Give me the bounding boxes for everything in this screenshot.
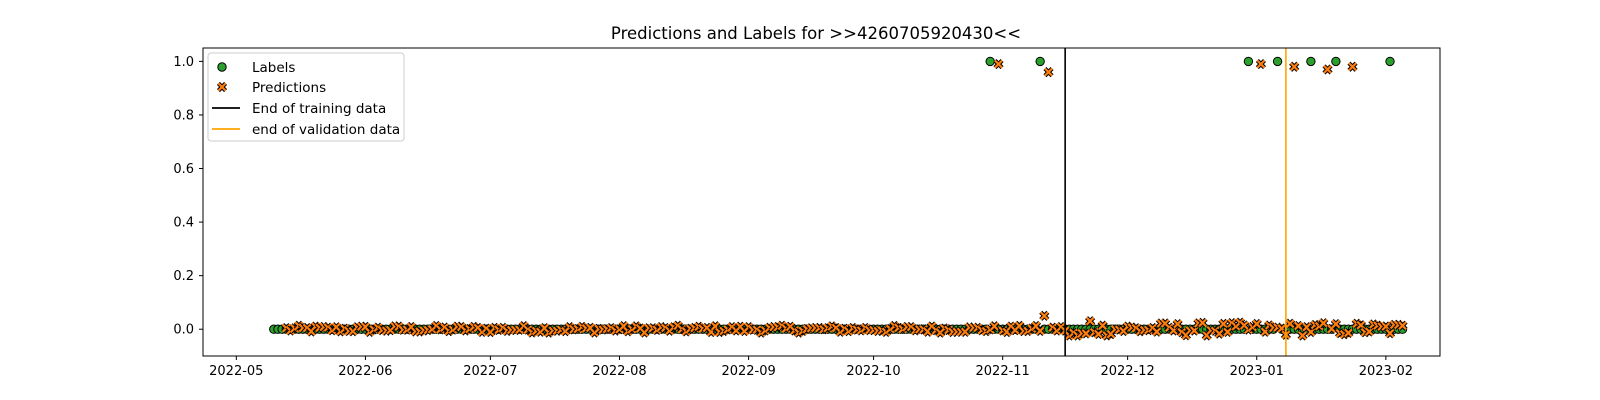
prediction-point <box>1305 326 1316 338</box>
legend-entry: end of validation data <box>212 122 400 138</box>
prediction-point <box>1330 318 1341 330</box>
label-point <box>1243 56 1254 67</box>
prediction-point <box>1284 318 1296 329</box>
prediction-point <box>1343 327 1354 338</box>
legend-label: Predictions <box>252 80 326 96</box>
y-tick-label: 0.8 <box>173 108 194 123</box>
legend: Labels Predictions End of training data end… <box>207 52 405 142</box>
prediction-point <box>1043 67 1054 78</box>
x-tick-label: 2023-02 <box>1359 364 1413 379</box>
legend-label: end of validation data <box>252 122 400 138</box>
y-tick-label: 0.4 <box>173 216 194 231</box>
prediction-point <box>1322 64 1333 75</box>
prediction-point <box>1289 61 1300 72</box>
prediction-point <box>1214 328 1225 339</box>
prediction-point <box>1197 317 1208 328</box>
prediction-point <box>1297 330 1308 341</box>
legend-label: End of training data <box>252 101 386 117</box>
label-point <box>985 56 995 67</box>
prediction-point <box>1093 329 1104 340</box>
label-point <box>1331 56 1341 67</box>
legend-swatch-predictions <box>216 81 228 93</box>
prediction-point <box>1251 318 1262 330</box>
prediction-point <box>993 58 1004 70</box>
legend-entry: Predictions <box>216 80 326 96</box>
y-axis: 0.0 0.2 0.4 0.6 0.8 1.0 <box>173 55 203 338</box>
marks-layer <box>269 56 1408 341</box>
prediction-point <box>1364 326 1375 337</box>
x-tick-label: 2023-01 <box>1230 364 1284 379</box>
y-tick-label: 0.2 <box>173 269 194 284</box>
x-tick-label: 2022-09 <box>721 364 775 379</box>
prediction-point <box>1384 328 1396 339</box>
prediction-point <box>1189 325 1200 336</box>
x-tick-label: 2022-07 <box>463 364 517 379</box>
y-tick-label: 0.0 <box>173 323 194 338</box>
prediction-point <box>1151 326 1162 337</box>
legend-swatch-labels <box>217 62 227 72</box>
prediction-point <box>1347 61 1358 72</box>
prediction-point <box>1255 58 1266 70</box>
plot-frame <box>202 47 1441 357</box>
chart-title: Predictions and Labels for >>42607059204… <box>611 24 1021 43</box>
x-tick-label: 2022-10 <box>846 364 900 379</box>
vertical-lines-layer <box>1064 48 1287 356</box>
label-point <box>1306 56 1316 67</box>
x-tick-label: 2022-05 <box>209 364 263 379</box>
prediction-point <box>1222 326 1233 338</box>
prediction-point <box>1318 318 1329 329</box>
x-tick-label: 2022-06 <box>338 364 392 379</box>
prediction-point <box>1172 318 1183 330</box>
x-tick-label: 2022-11 <box>976 364 1030 379</box>
y-tick-label: 1.0 <box>173 55 194 70</box>
x-tick-label: 2022-08 <box>592 364 646 379</box>
x-tick-label: 2022-12 <box>1100 364 1154 379</box>
legend-label: Labels <box>252 60 295 76</box>
prediction-point <box>989 321 1000 332</box>
prediction-point <box>1035 325 1046 337</box>
y-tick-label: 0.6 <box>173 162 194 177</box>
prediction-point <box>1218 318 1229 329</box>
prediction-point <box>1097 320 1108 331</box>
prediction-point <box>1085 316 1096 327</box>
label-point <box>1035 56 1045 67</box>
legend-entry: Labels <box>217 60 295 76</box>
prediction-point <box>1293 320 1304 332</box>
x-axis: 2022-05 2022-06 2022-07 2022-08 2022-09 2022-… <box>209 356 1413 379</box>
label-point <box>1385 56 1395 67</box>
label-point <box>1272 56 1283 67</box>
prediction-point <box>1397 320 1408 331</box>
prediction-point <box>1080 328 1092 339</box>
legend-box <box>207 52 405 142</box>
prediction-point <box>1039 310 1050 321</box>
legend-entry: End of training data <box>212 101 386 117</box>
